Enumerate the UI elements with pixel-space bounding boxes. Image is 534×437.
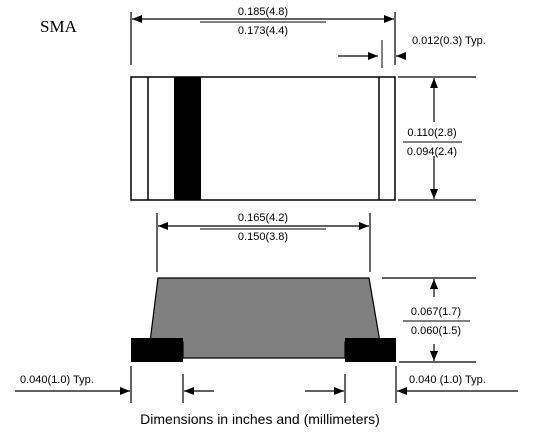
- body-length-min: 0.173(4.4): [238, 25, 288, 37]
- body-height-min: 0.094(2.4): [407, 146, 457, 158]
- right-terminal: [345, 338, 396, 362]
- inner-length-max: 0.165(4.2): [238, 212, 288, 224]
- thickness-max: 0.067(1.7): [411, 306, 461, 318]
- body-length-max: 0.185(4.8): [238, 6, 288, 18]
- body-length-dimension: 0.185(4.8) 0.173(4.4): [130, 6, 396, 65]
- body-height-dimension: 0.110(2.8) 0.094(2.4): [398, 76, 476, 201]
- body-height-max: 0.110(2.8): [407, 127, 456, 139]
- left-terminal: [131, 338, 183, 362]
- inner-length-min: 0.150(3.8): [238, 231, 288, 243]
- cathode-band: [174, 77, 201, 200]
- package-name-label: SMA: [40, 17, 78, 36]
- band-width-label: 0.012(0.3) Typ.: [412, 35, 486, 47]
- side-view: [131, 277, 396, 362]
- component-body-outline: [130, 76, 396, 201]
- left-lead-width-label: 0.040(1.0) Typ.: [20, 374, 94, 386]
- right-lead-width-label: 0.040 (1.0) Typ.: [409, 374, 486, 386]
- thickness-dimension: 0.067(1.7) 0.060(1.5): [382, 277, 476, 363]
- thickness-min: 0.060(1.5): [411, 325, 461, 337]
- units-caption: Dimensions in inches and (millimeters): [140, 411, 380, 427]
- top-view: [130, 76, 396, 201]
- lead-width-dimensions: 0.040(1.0) Typ. 0.040 (1.0) Typ.: [15, 366, 518, 403]
- band-width-dimension: 0.012(0.3) Typ.: [338, 35, 486, 68]
- inner-length-dimension: 0.165(4.2) 0.150(3.8): [156, 212, 371, 272]
